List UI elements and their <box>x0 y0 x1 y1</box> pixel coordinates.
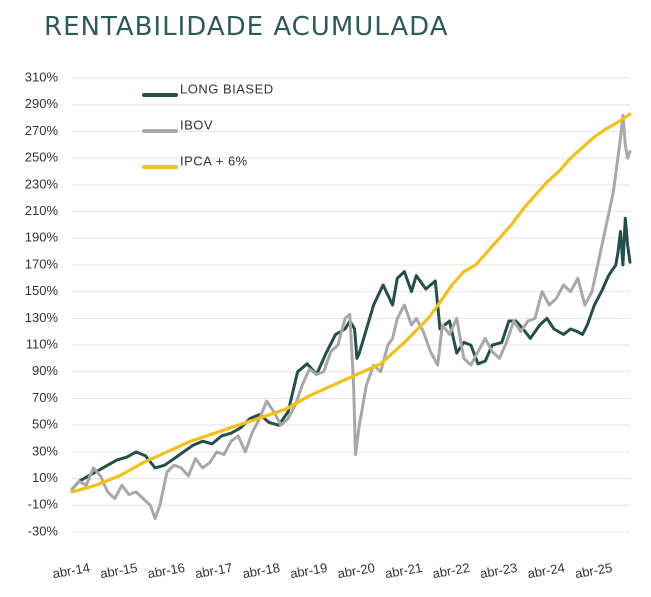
y-tick-label: 270% <box>25 123 59 138</box>
legend-label: IPCA + 6% <box>180 153 248 168</box>
x-tick-label: abr-18 <box>241 560 281 581</box>
y-tick-label: 110% <box>26 336 59 351</box>
series-lines <box>70 112 632 521</box>
y-tick-label: 10% <box>32 470 58 485</box>
y-tick-label: 230% <box>25 176 59 191</box>
legend: LONG BIASED IBOV IPCA + 6% <box>142 81 274 169</box>
x-axis-ticks: abr-14 abr-15 abr-16 abr-17 abr-18 abr-19 abr-… <box>51 560 613 581</box>
y-tick-label: 70% <box>32 390 58 405</box>
y-tick-label: 210% <box>25 203 59 218</box>
y-tick-label: 30% <box>32 443 58 458</box>
y-tick-label: -10% <box>28 497 59 512</box>
legend-label: LONG BIASED <box>180 81 274 96</box>
x-tick-label: abr-15 <box>99 560 139 581</box>
y-tick-label: 310% <box>25 69 59 84</box>
x-tick-label: abr-16 <box>146 560 186 581</box>
gridlines <box>72 77 630 533</box>
x-tick-label: abr-14 <box>51 560 91 581</box>
x-tick-label: abr-24 <box>526 560 566 581</box>
x-tick-label: abr-17 <box>194 560 234 581</box>
y-tick-label: 50% <box>32 417 58 432</box>
legend-label: IBOV <box>180 117 213 132</box>
series-line-2 <box>70 112 632 494</box>
y-tick-label: -30% <box>28 523 59 538</box>
y-tick-label: 250% <box>25 150 59 165</box>
y-tick-label: 170% <box>25 256 59 271</box>
x-tick-label: abr-22 <box>431 560 471 581</box>
x-tick-label: abr-20 <box>336 560 376 581</box>
series-line-0 <box>70 216 632 491</box>
y-tick-label: 90% <box>32 363 58 378</box>
x-tick-label: abr-21 <box>384 560 424 581</box>
y-tick-label: 290% <box>25 96 59 111</box>
x-tick-label: abr-19 <box>289 560 329 581</box>
y-tick-label: 130% <box>25 310 59 325</box>
y-axis-ticks: 310% 290% 270% 250% 230% 210% 190% 170% 150% 130%… <box>25 69 59 538</box>
series-line-1 <box>70 113 632 521</box>
y-tick-label: 150% <box>25 283 59 298</box>
y-tick-label: 190% <box>25 230 59 245</box>
x-tick-label: abr-25 <box>574 560 614 581</box>
x-tick-label: abr-23 <box>479 560 519 581</box>
chart-title: RENTABILIDADE ACUMULADA <box>44 12 449 42</box>
